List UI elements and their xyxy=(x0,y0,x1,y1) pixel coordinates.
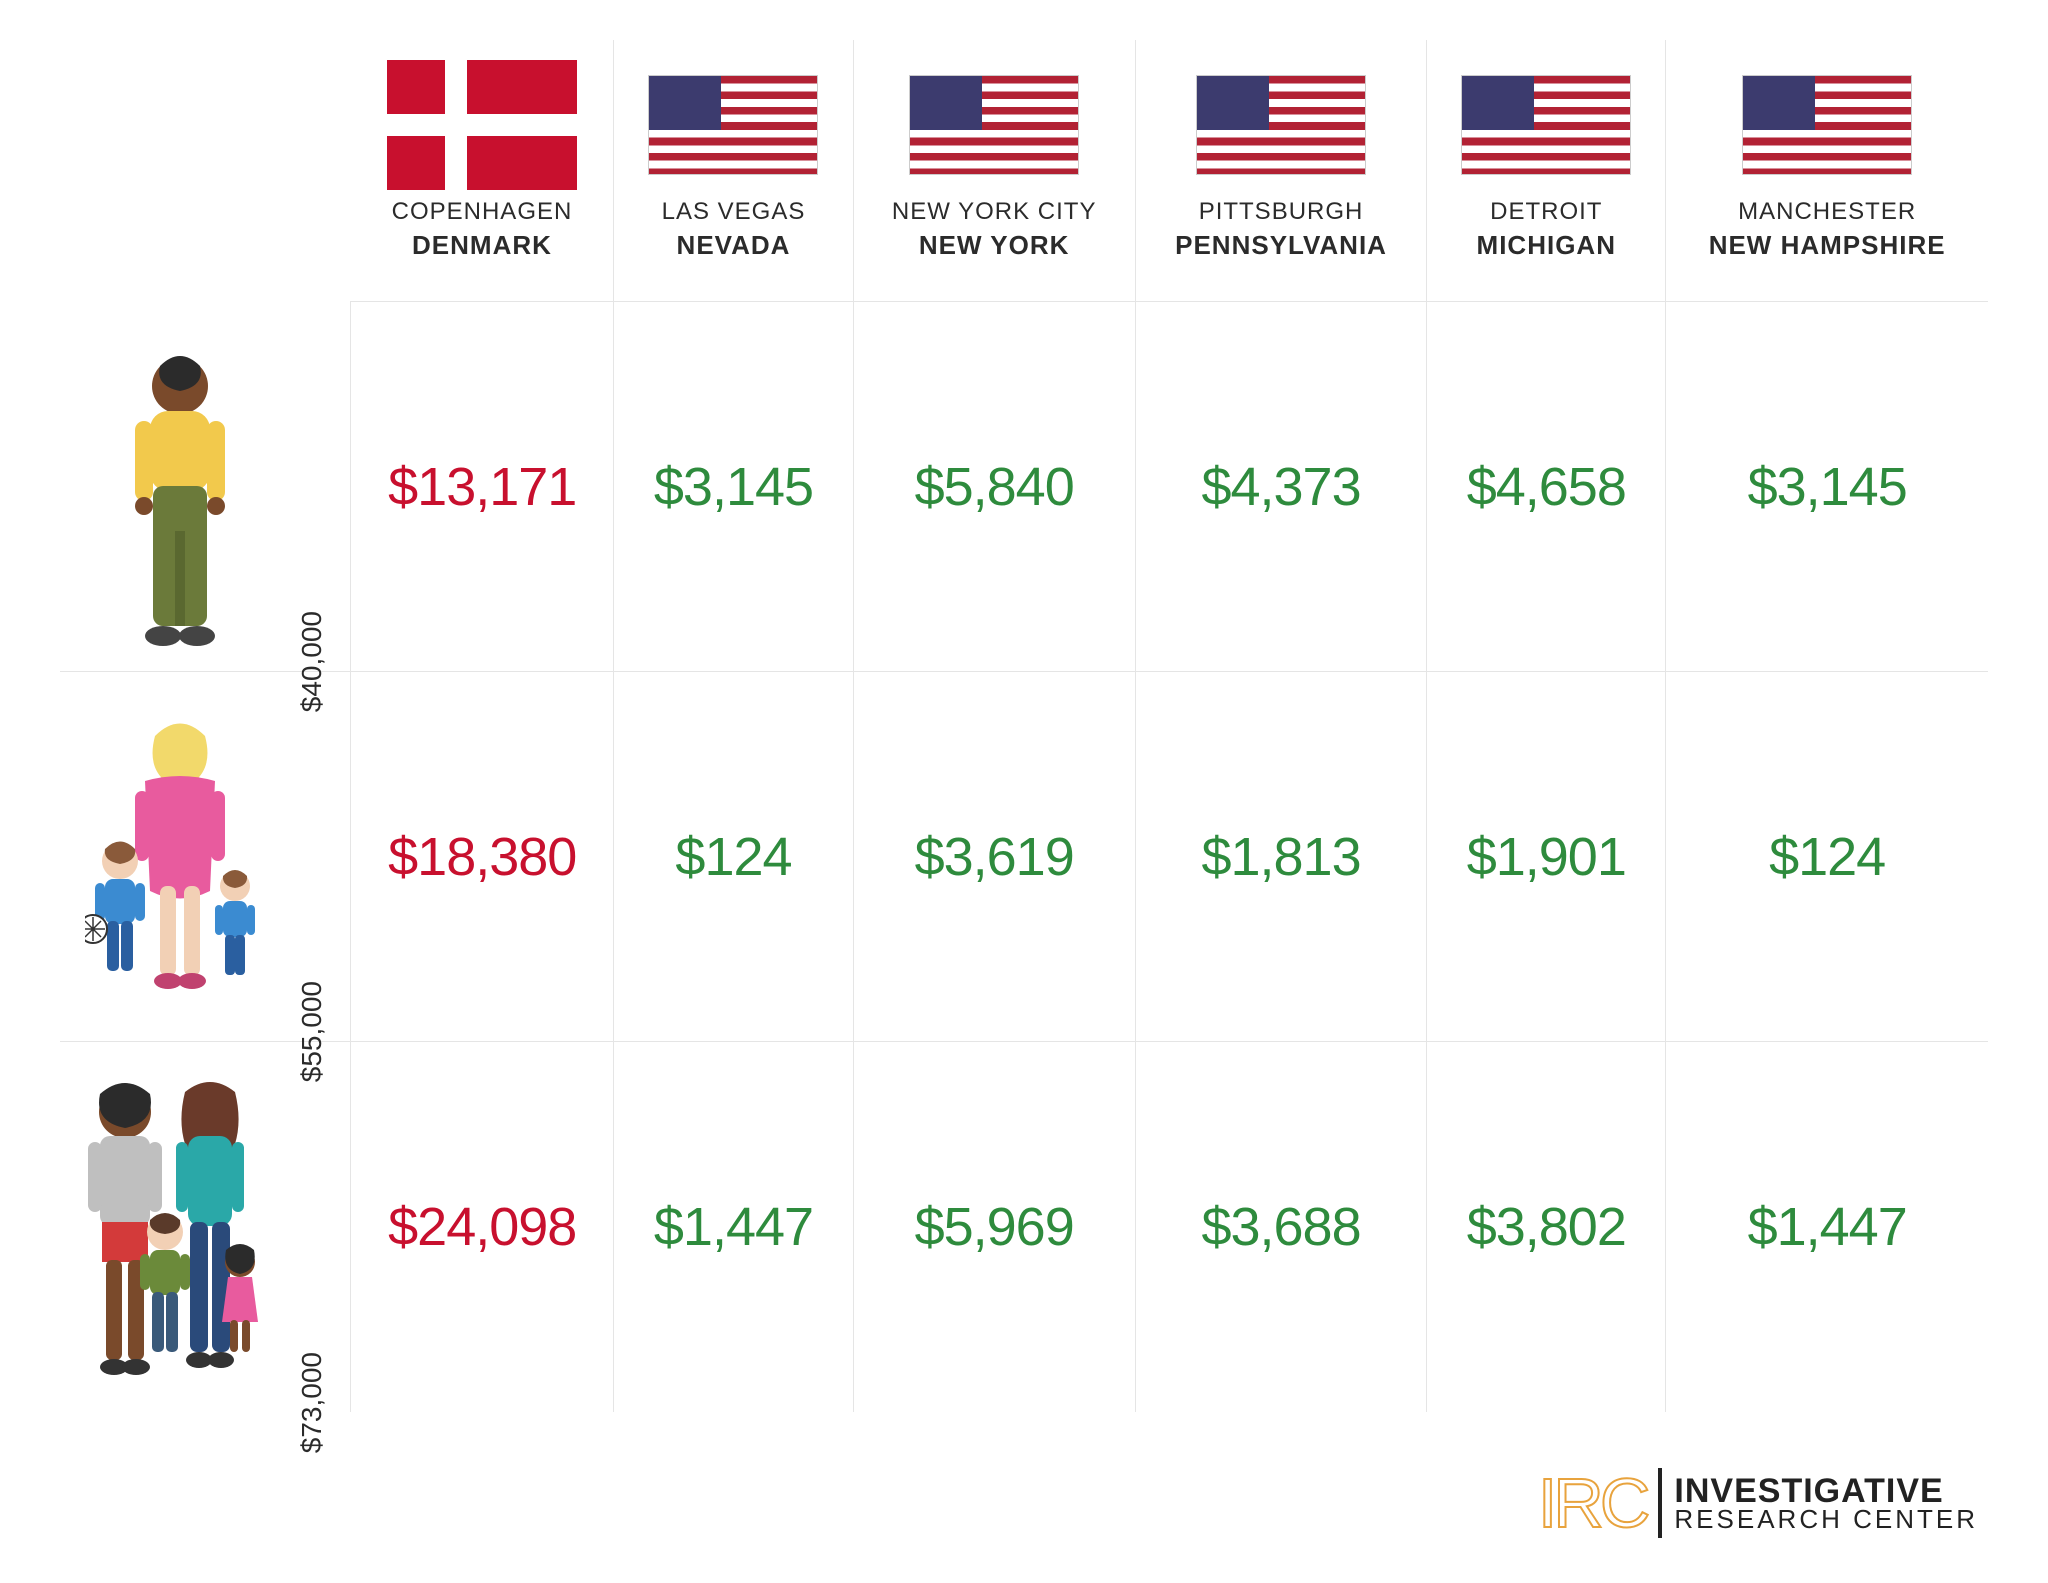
region-label: NEW HAMPSHIRE xyxy=(1676,230,1978,261)
value: $3,145 xyxy=(654,457,813,517)
single-adult-icon xyxy=(115,351,245,651)
city-label: COPENHAGEN xyxy=(361,198,604,226)
data-cell: $4,658 xyxy=(1427,302,1666,672)
logo-divider xyxy=(1658,1468,1662,1538)
region-label: NEVADA xyxy=(624,230,842,261)
value: $5,840 xyxy=(915,457,1074,517)
value: $1,447 xyxy=(1748,1197,1907,1257)
value: $1,901 xyxy=(1467,827,1626,887)
comparison-table: COPENHAGEN DENMARK LAS VEGAS NEVADA NEW … xyxy=(60,40,1988,1412)
value: $1,447 xyxy=(654,1197,813,1257)
value: $3,802 xyxy=(1467,1197,1626,1257)
value: $13,171 xyxy=(388,457,576,517)
col-header-1: LAS VEGAS NEVADA xyxy=(614,40,853,302)
data-cell: $1,447 xyxy=(1666,1042,1988,1412)
col-header-0: COPENHAGEN DENMARK xyxy=(351,40,614,302)
value: $4,373 xyxy=(1201,457,1360,517)
two-parents-two-kids-icon xyxy=(70,1072,290,1392)
col-header-5: MANCHESTER NEW HAMPSHIRE xyxy=(1666,40,1988,302)
logo-line2: RESEARCH CENTER xyxy=(1674,1507,1978,1532)
data-cell: $5,969 xyxy=(853,1042,1135,1412)
flag-us-icon xyxy=(648,75,818,175)
data-cell: $13,171 xyxy=(351,302,614,672)
city-label: PITTSBURGH xyxy=(1146,198,1416,226)
data-cell: $124 xyxy=(1666,672,1988,1042)
row-header-2: $73,000 xyxy=(60,1042,351,1412)
value: $5,969 xyxy=(915,1197,1074,1257)
data-cell: $3,619 xyxy=(853,672,1135,1042)
data-cell: $3,145 xyxy=(614,302,853,672)
data-cell: $4,373 xyxy=(1135,302,1426,672)
flag-us-icon xyxy=(1742,75,1912,175)
data-cell: $1,813 xyxy=(1135,672,1426,1042)
value: $3,145 xyxy=(1748,457,1907,517)
value: $4,658 xyxy=(1467,457,1626,517)
value: $1,813 xyxy=(1201,827,1360,887)
region-label: DENMARK xyxy=(361,230,604,261)
data-cell: $18,380 xyxy=(351,672,614,1042)
col-header-2: NEW YORK CITY NEW YORK xyxy=(853,40,1135,302)
data-cell: $3,802 xyxy=(1427,1042,1666,1412)
row-header-1: $55,000 xyxy=(60,672,351,1042)
city-label: MANCHESTER xyxy=(1676,198,1978,226)
table-row: $40,000 $13,171 $3,145 $5,840 $4,373 $4,… xyxy=(60,302,1988,672)
col-header-3: PITTSBURGH PENNSYLVANIA xyxy=(1135,40,1426,302)
header-row: COPENHAGEN DENMARK LAS VEGAS NEVADA NEW … xyxy=(60,40,1988,302)
logo-line1: INVESTIGATIVE xyxy=(1674,1475,1978,1507)
income-label: $73,000 xyxy=(296,1352,328,1453)
value: $24,098 xyxy=(388,1197,576,1257)
region-label: PENNSYLVANIA xyxy=(1146,230,1416,261)
region-label: NEW YORK xyxy=(864,230,1125,261)
single-parent-two-kids-icon xyxy=(85,721,275,1021)
table-row: $55,000 $18,380 $124 $3,619 $1,813 $1,90… xyxy=(60,672,1988,1042)
region-label: MICHIGAN xyxy=(1437,230,1655,261)
value: $124 xyxy=(675,827,791,887)
city-label: NEW YORK CITY xyxy=(864,198,1125,226)
flag-us-icon xyxy=(1196,75,1366,175)
corner-cell xyxy=(60,40,351,302)
col-header-4: DETROIT MICHIGAN xyxy=(1427,40,1666,302)
value: $124 xyxy=(1769,827,1885,887)
city-label: LAS VEGAS xyxy=(624,198,842,226)
data-cell: $1,901 xyxy=(1427,672,1666,1042)
row-header-0: $40,000 xyxy=(60,302,351,672)
logo-mark: IRC xyxy=(1538,1463,1647,1543)
data-cell: $24,098 xyxy=(351,1042,614,1412)
data-cell: $3,145 xyxy=(1666,302,1988,672)
data-cell: $124 xyxy=(614,672,853,1042)
flag-denmark-icon xyxy=(387,60,577,190)
flag-us-icon xyxy=(909,75,1079,175)
data-cell: $1,447 xyxy=(614,1042,853,1412)
flag-us-icon xyxy=(1461,75,1631,175)
irc-logo: IRC INVESTIGATIVE RESEARCH CENTER xyxy=(1538,1463,1978,1543)
data-cell: $3,688 xyxy=(1135,1042,1426,1412)
table-row: $73,000 $24,098 $1,447 $5,969 $3,688 $3,… xyxy=(60,1042,1988,1412)
value: $3,688 xyxy=(1201,1197,1360,1257)
value: $3,619 xyxy=(915,827,1074,887)
value: $18,380 xyxy=(388,827,576,887)
data-cell: $5,840 xyxy=(853,302,1135,672)
city-label: DETROIT xyxy=(1437,198,1655,226)
